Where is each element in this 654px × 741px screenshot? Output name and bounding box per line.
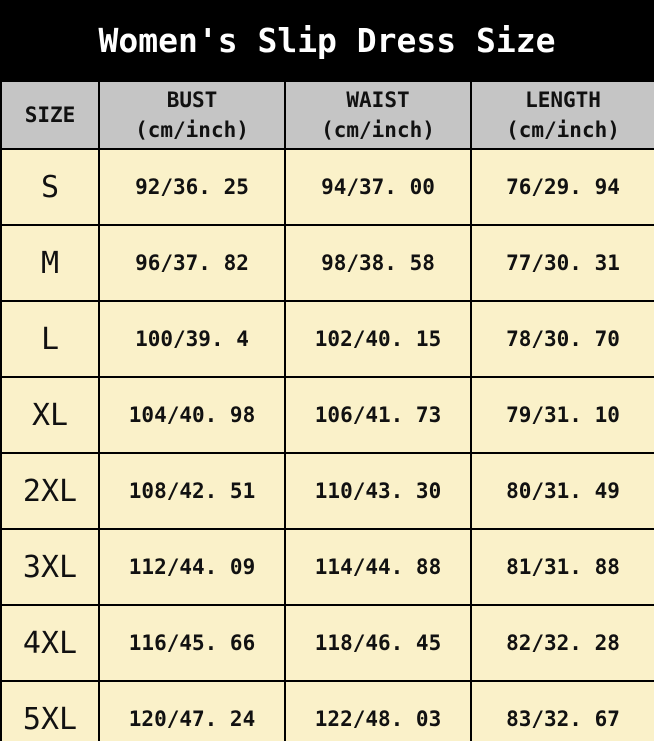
bust-cell: 100/39. 4 [98, 300, 286, 378]
waist-cell: 106/41. 73 [284, 376, 472, 454]
column-header-length: LENGTH (cm/inch) [470, 80, 654, 150]
table-row: 5XL 120/47. 24 122/48. 03 83/32. 67 [0, 680, 654, 741]
column-header-bust: BUST (cm/inch) [98, 80, 286, 150]
column-header-size: SIZE [0, 80, 100, 150]
table-row: 3XL 112/44. 09 114/44. 88 81/31. 88 [0, 528, 654, 606]
column-header-waist: WAIST (cm/inch) [284, 80, 472, 150]
length-cell: 79/31. 10 [470, 376, 654, 454]
size-cell: XL [0, 376, 100, 454]
table-row: XL 104/40. 98 106/41. 73 79/31. 10 [0, 376, 654, 454]
size-cell: 2XL [0, 452, 100, 530]
length-cell: 77/30. 31 [470, 224, 654, 302]
size-cell: S [0, 148, 100, 226]
size-cell: 3XL [0, 528, 100, 606]
table-row: 2XL 108/42. 51 110/43. 30 80/31. 49 [0, 452, 654, 530]
length-cell: 82/32. 28 [470, 604, 654, 682]
waist-cell: 118/46. 45 [284, 604, 472, 682]
waist-cell: 98/38. 58 [284, 224, 472, 302]
title-band: Women's Slip Dress Size [0, 0, 654, 80]
bust-cell: 112/44. 09 [98, 528, 286, 606]
table-row: L 100/39. 4 102/40. 15 78/30. 70 [0, 300, 654, 378]
table-header-row: SIZE BUST (cm/inch) WAIST (cm/inch) LENG… [0, 80, 654, 150]
length-cell: 83/32. 67 [470, 680, 654, 741]
waist-cell: 102/40. 15 [284, 300, 472, 378]
size-cell: 4XL [0, 604, 100, 682]
size-cell: M [0, 224, 100, 302]
waist-cell: 94/37. 00 [284, 148, 472, 226]
column-header-label: BUST [166, 87, 218, 112]
bust-cell: 120/47. 24 [98, 680, 286, 741]
column-header-unit: (cm/inch) [506, 118, 620, 142]
bust-cell: 116/45. 66 [98, 604, 286, 682]
length-cell: 78/30. 70 [470, 300, 654, 378]
page-title: Women's Slip Dress Size [98, 20, 556, 60]
bust-cell: 104/40. 98 [98, 376, 286, 454]
size-cell: 5XL [0, 680, 100, 741]
table-row: 4XL 116/45. 66 118/46. 45 82/32. 28 [0, 604, 654, 682]
waist-cell: 110/43. 30 [284, 452, 472, 530]
bust-cell: 96/37. 82 [98, 224, 286, 302]
column-header-unit: (cm/inch) [135, 118, 249, 142]
size-cell: L [0, 300, 100, 378]
bust-cell: 92/36. 25 [98, 148, 286, 226]
waist-cell: 114/44. 88 [284, 528, 472, 606]
length-cell: 81/31. 88 [470, 528, 654, 606]
bust-cell: 108/42. 51 [98, 452, 286, 530]
length-cell: 80/31. 49 [470, 452, 654, 530]
waist-cell: 122/48. 03 [284, 680, 472, 741]
table-row: M 96/37. 82 98/38. 58 77/30. 31 [0, 224, 654, 302]
column-header-label: LENGTH [525, 87, 601, 112]
size-table: SIZE BUST (cm/inch) WAIST (cm/inch) LENG… [0, 80, 654, 741]
column-header-unit: (cm/inch) [321, 118, 435, 142]
length-cell: 76/29. 94 [470, 148, 654, 226]
table-row: S 92/36. 25 94/37. 00 76/29. 94 [0, 148, 654, 226]
column-header-label: SIZE [24, 102, 76, 127]
column-header-label: WAIST [346, 87, 410, 112]
